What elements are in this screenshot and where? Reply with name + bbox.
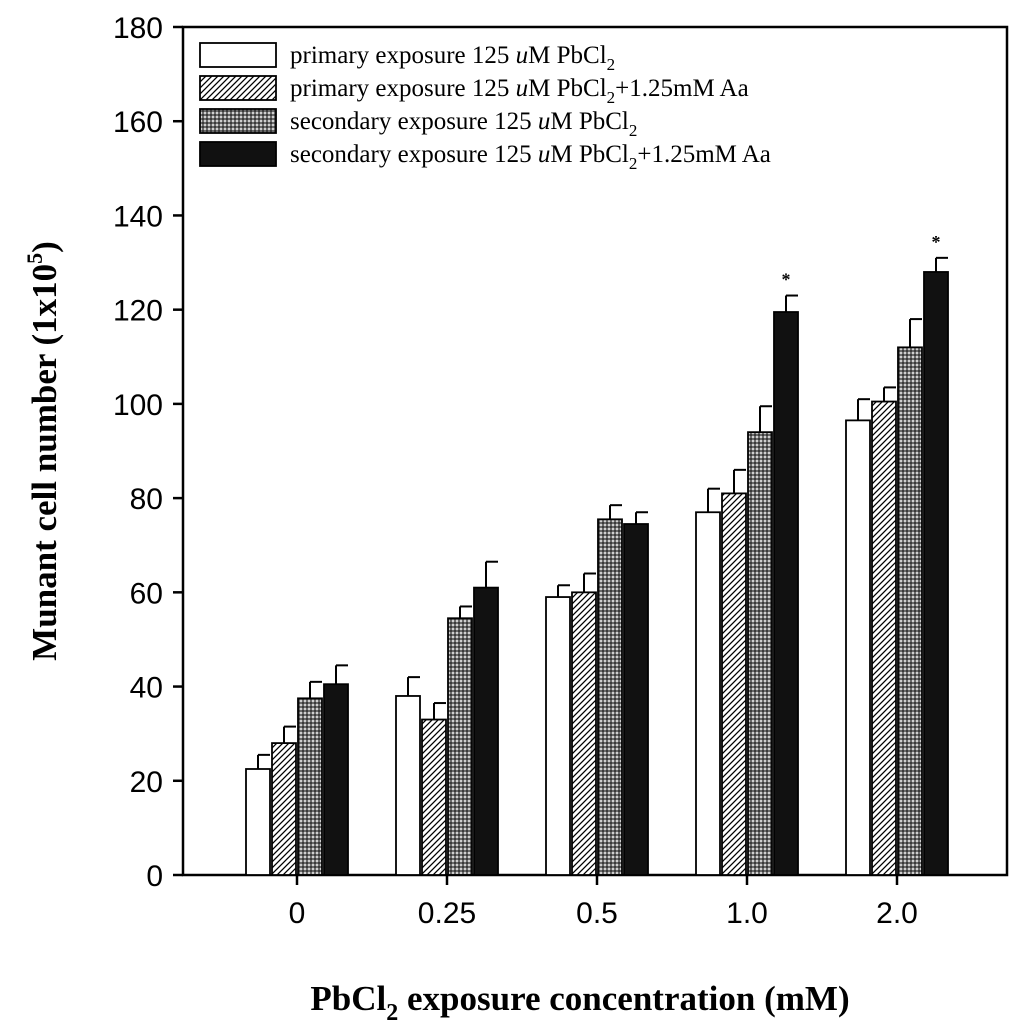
x-tick-label: 1.0	[726, 897, 768, 930]
series-4-bars: **	[323, 232, 949, 876]
legend-label: primary exposure 125 uM PbCl2+1.25mM Aa	[290, 75, 749, 107]
bar	[545, 596, 571, 876]
bar	[297, 697, 323, 876]
y-tick-label: 140	[113, 200, 163, 233]
bar	[923, 271, 949, 876]
bar	[271, 742, 297, 876]
bar	[871, 400, 897, 876]
bar	[897, 346, 923, 876]
x-tick-label: 0.25	[418, 897, 476, 930]
bar	[473, 586, 499, 876]
y-tick-label: 20	[130, 766, 163, 799]
bar	[571, 591, 597, 876]
legend-swatch	[199, 75, 277, 101]
significance-mark: *	[932, 232, 941, 252]
y-tick-label: 120	[113, 295, 163, 328]
y-tick-label: 160	[113, 106, 163, 139]
significance-mark: *	[782, 270, 791, 290]
x-axis: 0 0.25 0.5 1.0 2.0	[289, 875, 918, 930]
bar	[623, 523, 649, 876]
y-axis-title: Munant cell number (1x105)	[22, 241, 64, 661]
y-tick-label: 40	[130, 672, 163, 705]
bar	[447, 617, 473, 876]
y-tick-label: 100	[113, 389, 163, 422]
x-tick-label: 0.5	[576, 897, 618, 930]
legend-swatch	[199, 141, 277, 167]
bar	[845, 419, 871, 876]
legend-label: primary exposure 125 uM PbCl2	[290, 42, 615, 74]
bar	[323, 683, 349, 876]
x-axis-title: PbCl2 exposure concentration (mM)	[310, 979, 849, 1026]
series-1-bars	[245, 398, 871, 876]
bar	[773, 311, 799, 876]
bar	[597, 518, 623, 876]
legend-label: secondary exposure 125 uM PbCl2+1.25mM A…	[290, 141, 771, 173]
y-tick-label: 0	[146, 860, 163, 893]
bar	[421, 718, 447, 876]
x-tick-label: 2.0	[876, 897, 918, 930]
legend-swatch	[199, 108, 277, 134]
bar	[695, 511, 721, 876]
bar	[721, 492, 747, 876]
y-tick-label: 180	[113, 12, 163, 45]
legend-swatch	[199, 42, 277, 68]
x-tick-label: 0	[289, 897, 306, 930]
y-tick-label: 80	[130, 483, 163, 516]
legend-label: secondary exposure 125 uM PbCl2	[290, 108, 637, 140]
series-3-bars	[297, 318, 923, 876]
bar	[245, 768, 271, 876]
y-tick-label: 60	[130, 577, 163, 610]
bar-series-group: **	[245, 232, 949, 876]
series-2-bars	[271, 386, 897, 876]
bar	[747, 431, 773, 876]
bar	[395, 695, 421, 876]
y-axis: 0 20 40 60 80 100 120 140 160 180	[113, 12, 183, 893]
